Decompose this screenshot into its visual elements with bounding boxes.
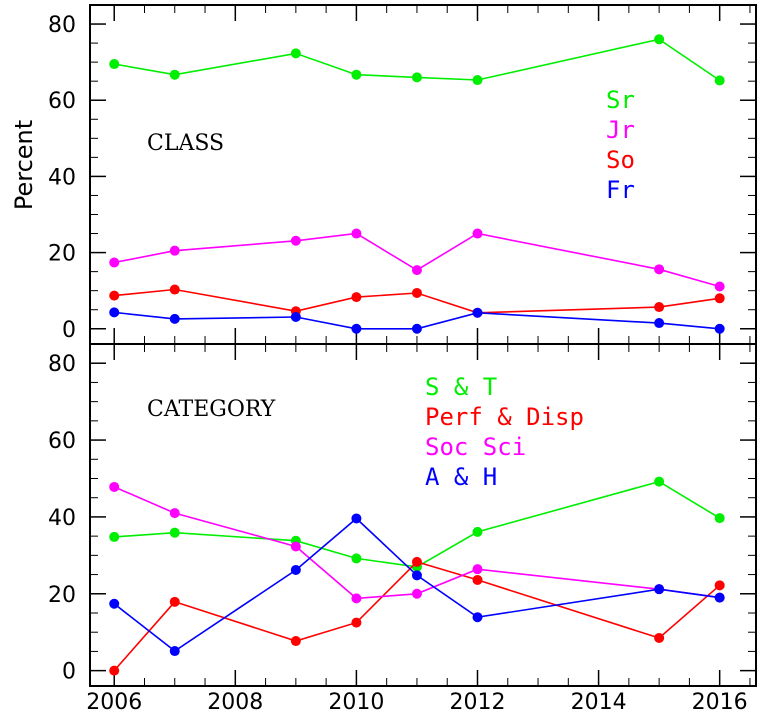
data-point — [290, 564, 301, 575]
data-point — [654, 302, 665, 313]
data-point — [290, 48, 301, 59]
legend-entry: Sr — [606, 86, 635, 114]
data-point — [654, 584, 665, 595]
legend-entry: Fr — [606, 176, 635, 204]
y-tick-label: 0 — [62, 318, 76, 343]
data-point — [472, 228, 483, 239]
data-point — [472, 612, 483, 623]
series-line-soc-sci — [113, 486, 720, 600]
data-point — [351, 593, 362, 604]
legend-entry: So — [606, 146, 635, 174]
data-point — [654, 318, 665, 329]
data-point — [109, 307, 120, 318]
data-point — [714, 293, 725, 304]
y-tick-label: 40 — [48, 165, 76, 190]
data-point — [351, 323, 362, 334]
y-tick-label: 40 — [48, 506, 76, 531]
data-point — [169, 646, 180, 657]
data-point — [472, 574, 483, 585]
plot-frame — [89, 4, 757, 345]
data-point — [411, 588, 422, 599]
data-point — [472, 564, 483, 575]
legend-entry: Jr — [606, 116, 635, 144]
data-point — [714, 75, 725, 86]
data-point — [169, 313, 180, 324]
legend-entry: Perf & Disp — [425, 403, 584, 431]
x-tick-label: 2008 — [207, 690, 263, 712]
x-tick-label: 2016 — [692, 690, 748, 712]
y-tick-label: 80 — [48, 352, 76, 377]
data-point — [351, 553, 362, 564]
x-tick-label: 2010 — [328, 690, 384, 712]
data-point — [290, 541, 301, 552]
data-point — [411, 323, 422, 334]
data-point — [472, 526, 483, 537]
y-tick-label: 80 — [48, 13, 76, 38]
data-point — [714, 281, 725, 292]
data-point — [654, 476, 665, 487]
data-point — [290, 636, 301, 647]
data-point — [290, 235, 301, 246]
data-point — [654, 632, 665, 643]
data-point — [109, 481, 120, 492]
data-point — [351, 513, 362, 524]
data-point — [169, 284, 180, 295]
legend-entry: S & T — [425, 373, 497, 401]
y-tick-label: 20 — [48, 583, 76, 608]
data-point — [411, 287, 422, 298]
y-tick-label: 60 — [48, 429, 76, 454]
data-point — [109, 531, 120, 542]
data-point — [109, 257, 120, 268]
y-tick-label: 60 — [48, 89, 76, 114]
data-point — [109, 59, 120, 70]
data-point — [351, 69, 362, 80]
data-point — [411, 72, 422, 83]
panel-title: CLASS — [147, 131, 224, 156]
data-point — [169, 527, 180, 538]
data-point — [351, 617, 362, 628]
data-point — [714, 513, 725, 524]
data-point — [472, 75, 483, 86]
data-point — [351, 228, 362, 239]
data-point — [351, 292, 362, 303]
y-tick-label: 20 — [48, 242, 76, 267]
y-tick-label: 0 — [62, 660, 76, 685]
data-point — [411, 556, 422, 567]
data-point — [472, 307, 483, 318]
series-line-s-t — [114, 480, 721, 568]
data-point — [714, 323, 725, 334]
data-point — [169, 69, 180, 80]
data-point — [714, 580, 725, 591]
data-point — [411, 265, 422, 276]
legend-entry: Soc Sci — [425, 433, 526, 461]
data-point — [169, 245, 180, 256]
plot-frame — [89, 343, 757, 687]
data-point — [654, 264, 665, 275]
series-line-jr — [114, 232, 720, 288]
x-tick-label: 2014 — [571, 690, 627, 712]
data-point — [109, 290, 120, 301]
series-line-fr — [114, 311, 720, 330]
data-point — [109, 665, 120, 676]
data-point — [290, 311, 301, 322]
series-line-sr — [114, 38, 721, 82]
data-point — [714, 592, 725, 603]
series-line-so — [114, 288, 720, 314]
data-point — [169, 596, 180, 607]
x-tick-label: 2012 — [449, 690, 505, 712]
series-line-a-h — [113, 517, 720, 652]
data-point — [169, 508, 180, 519]
category-panel: 0 20 40 60 80 2006 2008 2010 2012 2014 2016 CATEGOR… — [48, 343, 757, 712]
panel-title: CATEGORY — [147, 397, 276, 422]
x-tick-label: 2006 — [86, 690, 142, 712]
legend-entry: A & H — [425, 463, 497, 491]
data-point — [109, 598, 120, 609]
series-line-perf-disp — [113, 560, 721, 672]
data-point — [654, 34, 665, 45]
data-point — [411, 570, 422, 581]
y-axis-label: Percent — [10, 120, 38, 210]
